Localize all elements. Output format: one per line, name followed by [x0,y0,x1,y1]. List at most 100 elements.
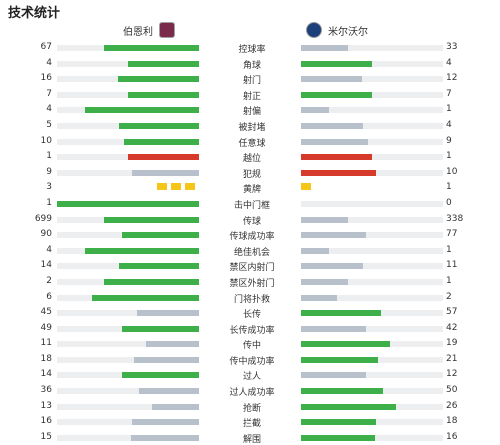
home-stat-track [57,247,199,254]
away-stat-track [301,216,443,223]
away-stat-bar [301,403,396,410]
stat-label: 射门 [242,76,261,87]
away-stat-track [301,45,443,51]
yellow-card-icon [301,183,311,191]
home-stat-track [57,45,199,51]
away-stat-value: 26 [446,400,458,411]
home-stat-value: 3 [46,182,52,193]
away-stat-bar [301,45,348,51]
home-stat-value: 6 [46,291,52,302]
home-stat-track [57,356,199,363]
away-stat-track [301,107,443,114]
home-stat-bar [118,76,199,83]
stat-label: 解围 [242,434,261,445]
home-stat-bar [122,232,199,239]
away-stat-value: 50 [446,385,458,396]
away-stat-track [301,403,443,410]
away-stat-bar [301,388,383,395]
home-stat-bar [92,294,199,301]
away-stat-value: 338 [446,213,464,224]
home-stat-bar [132,169,199,176]
away-stat-track [301,310,443,317]
away-stat-bar [301,247,329,254]
stat-row: 45 长传 57 [0,305,500,321]
away-stat-bar [301,294,337,301]
away-stat-track [301,388,443,395]
stat-label: 任意球 [238,138,266,149]
stat-row: 13 抢断 26 [0,399,500,415]
home-stat-bar [119,122,199,129]
home-stat-track [57,325,199,332]
home-stat-value: 699 [34,213,52,224]
home-stat-value: 4 [46,104,52,115]
page-title: 技术统计 [8,6,61,21]
stat-row: 1 越位 1 [0,149,500,165]
stat-row: 9 犯规 10 [0,165,500,181]
home-stat-value: 2 [46,275,52,286]
home-stat-track [57,169,199,176]
stat-label: 角球 [242,60,261,71]
away-stat-bar [301,91,372,98]
stat-label: 控球率 [238,45,266,55]
stat-label: 传中成功率 [229,356,275,367]
away-stat-value: 42 [446,322,458,333]
home-stat-bar [131,434,199,441]
away-stat-track [301,169,443,176]
away-stat-track [301,372,443,379]
stat-row: 16 射门 12 [0,71,500,87]
home-stat-track [57,154,199,161]
away-stat-track [301,200,443,207]
away-team[interactable]: 米尔沃尔 [306,22,368,38]
home-stat-value: 10 [40,135,52,146]
home-stat-bar [104,278,199,285]
stat-row: 5 被封堵 4 [0,118,500,134]
home-stat-bar [139,388,199,395]
home-stat-track [57,76,199,83]
home-stat-value: 16 [40,73,52,84]
home-stat-track [57,388,199,395]
home-stat-value: 14 [40,260,52,271]
home-stat-value: 13 [40,400,52,411]
stat-label: 被封堵 [238,122,266,133]
away-stat-value: 77 [446,229,458,240]
stat-row: 4 绝佳机会 1 [0,243,500,259]
away-stat-value: 1 [446,275,452,286]
home-stat-track [57,138,199,145]
home-stat-track [57,372,199,379]
away-stat-track [301,154,443,161]
away-stat-track [301,60,443,67]
home-team[interactable]: 伯恩利 [123,22,175,38]
stat-label: 过人成功率 [229,388,275,399]
home-stat-track [57,122,199,129]
stat-row: 36 过人成功率 50 [0,383,500,399]
stat-row: 4 角球 4 [0,56,500,72]
home-stat-bar [134,356,199,363]
home-stat-value: 16 [40,416,52,427]
home-stat-bar [57,200,199,207]
home-stat-track [57,216,199,223]
away-stat-track [301,122,443,129]
home-stat-value: 7 [46,88,52,99]
away-stat-value: 4 [446,57,452,68]
away-stat-bar [301,138,368,145]
stat-row: 67 控球率 33 [0,40,500,56]
away-stat-bar [301,356,378,363]
away-stat-value: 1 [446,151,452,162]
stat-row: 18 传中成功率 21 [0,352,500,368]
stat-row: 49 长传成功率 42 [0,321,500,337]
away-stat-track [301,419,443,426]
stat-label: 黄牌 [242,185,261,196]
away-stat-track [301,263,443,270]
home-stat-value: 14 [40,369,52,380]
away-stat-value: 21 [446,353,458,364]
home-stat-value: 45 [40,307,52,318]
stat-label: 过人 [242,372,261,383]
stat-label: 传中 [242,341,261,352]
away-stat-bar [301,325,366,332]
away-stat-bar [301,419,376,426]
stat-row: 90 传球成功率 77 [0,227,500,243]
home-stat-value: 49 [40,322,52,333]
stat-row: 2 禁区外射门 1 [0,274,500,290]
home-stat-bar [85,107,199,114]
away-stat-bar [301,434,375,441]
